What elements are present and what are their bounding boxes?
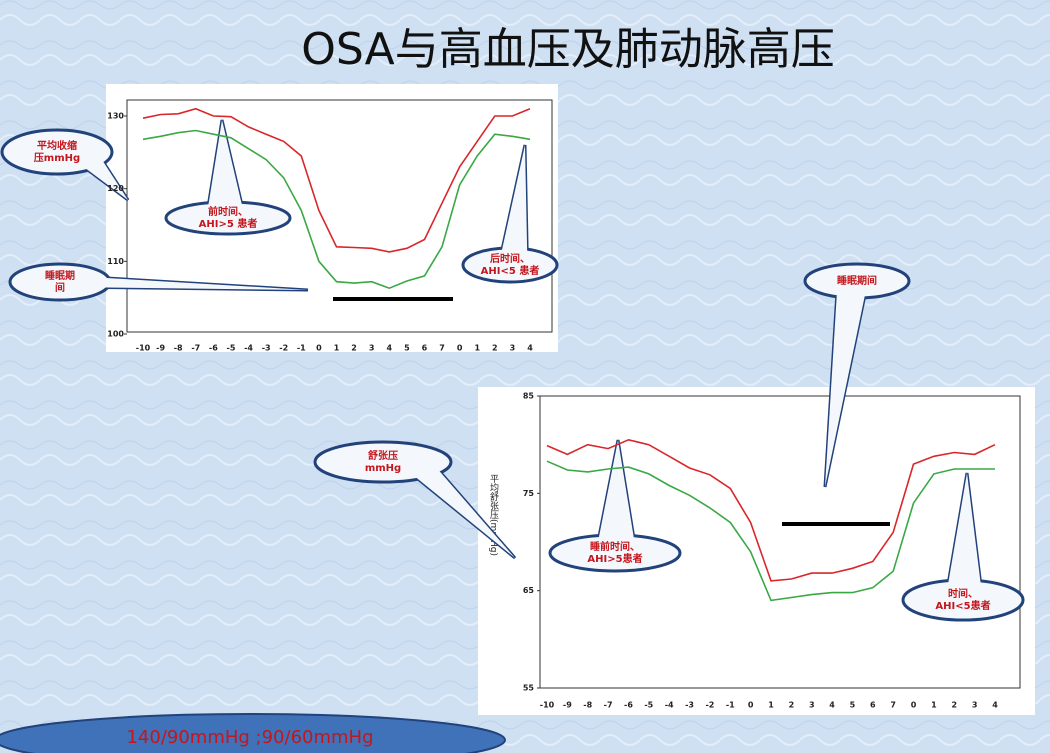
series-line	[546, 438, 996, 582]
callout-joint	[82, 156, 128, 200]
callout-joint	[97, 277, 308, 290]
x-tick-label: -3	[685, 701, 694, 710]
x-tick-label: -4	[244, 344, 253, 353]
x-tick-label: -7	[191, 344, 200, 353]
y-tick-label: 110	[107, 257, 124, 266]
x-tick-label: 0	[911, 701, 917, 710]
x-tick-label: -1	[726, 701, 735, 710]
x-tick-label: -6	[209, 344, 218, 353]
callout-text: AHI<5患者	[935, 599, 990, 612]
x-tick-label: 4	[527, 344, 533, 353]
callout-joint	[208, 120, 243, 207]
callout-text: AHI<5 患者	[481, 264, 540, 277]
x-tick-label: 1	[334, 344, 340, 353]
x-tick-label: 2	[492, 344, 498, 353]
x-tick-label: 4	[386, 344, 392, 353]
series-line	[546, 460, 995, 602]
x-tick-label: 2	[789, 701, 795, 710]
callout-text: 舒张压	[368, 449, 398, 462]
callout-bubble	[313, 440, 453, 484]
callout-text: AHI>5患者	[587, 552, 642, 565]
callout-joint	[947, 473, 981, 586]
x-tick-label: 5	[404, 344, 410, 353]
x-tick-label: 1	[474, 344, 480, 353]
x-tick-label: -4	[665, 701, 674, 710]
callout-text: 压mmHg	[34, 152, 80, 164]
x-tick-label: -2	[705, 701, 714, 710]
y-tick-label: 120	[107, 184, 124, 193]
x-tick-label: 0	[316, 344, 322, 353]
callout-text: mmHg	[365, 463, 401, 474]
callout-joint	[501, 145, 528, 253]
x-tick-label: -6	[624, 701, 633, 710]
x-tick-label: 7	[890, 701, 896, 710]
callout-text: 平均收缩	[37, 139, 77, 152]
callout-bubble	[0, 128, 114, 176]
x-tick-label: 1	[768, 701, 774, 710]
callout-text: 前时间、	[208, 205, 248, 218]
callout-text: 睡眠期间	[837, 274, 877, 287]
x-tick-label: -1	[297, 344, 306, 353]
x-tick-label: -5	[644, 701, 653, 710]
callout-text: 后时间、	[490, 252, 530, 265]
x-tick-label: -9	[156, 344, 165, 353]
x-tick-label: 6	[870, 701, 876, 710]
x-tick-label: 3	[510, 344, 516, 353]
x-tick-label: 5	[850, 701, 856, 710]
footer-bubble	[0, 713, 506, 753]
callout-text: 睡眠期	[45, 269, 75, 282]
callout-bubble	[8, 262, 112, 302]
x-tick-label: -2	[279, 344, 288, 353]
x-tick-label: 2	[951, 701, 957, 710]
x-tick-label: -10	[540, 701, 555, 710]
x-tick-label: 6	[422, 344, 428, 353]
slide-title: OSA与高血压及肺动脉高压	[301, 24, 834, 75]
callout-text: 间	[55, 281, 65, 294]
plot-frame	[126, 99, 553, 333]
callout-text: 时间、	[948, 587, 978, 600]
callout-joint	[413, 466, 515, 558]
x-tick-label: -10	[136, 344, 151, 353]
x-tick-label: 1	[931, 701, 937, 710]
callout-joint	[825, 292, 866, 487]
x-tick-label: 7	[439, 344, 445, 353]
callout-bubble	[901, 578, 1025, 622]
x-tick-label: 2	[351, 344, 357, 353]
footer-text: 140/90mmHg ;90/60mmHg	[126, 727, 373, 748]
x-tick-label: 4	[829, 701, 835, 710]
x-tick-label: -5	[227, 344, 236, 353]
plot-frame	[539, 395, 1021, 689]
x-tick-label: -8	[583, 701, 592, 710]
callout-text: AHI>5 患者	[199, 217, 258, 230]
x-tick-label: 3	[809, 701, 815, 710]
x-tick-label: -3	[262, 344, 271, 353]
series-line	[142, 129, 531, 290]
y-tick-label: 75	[523, 489, 535, 498]
y-tick-label: 55	[523, 684, 535, 693]
x-tick-label: -8	[174, 344, 183, 353]
x-tick-label: -7	[604, 701, 613, 710]
series-line	[142, 107, 531, 253]
x-tick-label: 0	[748, 701, 754, 710]
y-axis-label: 平均舒张压(mmHg)	[488, 474, 499, 556]
x-tick-label: 4	[992, 701, 998, 710]
x-tick-label: 3	[972, 701, 978, 710]
callout-text: 睡前时间、	[590, 540, 640, 553]
x-tick-label: 3	[369, 344, 375, 353]
y-tick-label: 100	[107, 330, 124, 339]
callout-joint	[598, 440, 635, 540]
y-tick-label: 65	[523, 586, 535, 595]
x-tick-label: 0	[457, 344, 463, 353]
y-tick-label: 130	[107, 112, 124, 121]
x-tick-label: -9	[563, 701, 572, 710]
callout-bubble	[548, 533, 682, 573]
y-tick-label: 85	[523, 392, 535, 401]
